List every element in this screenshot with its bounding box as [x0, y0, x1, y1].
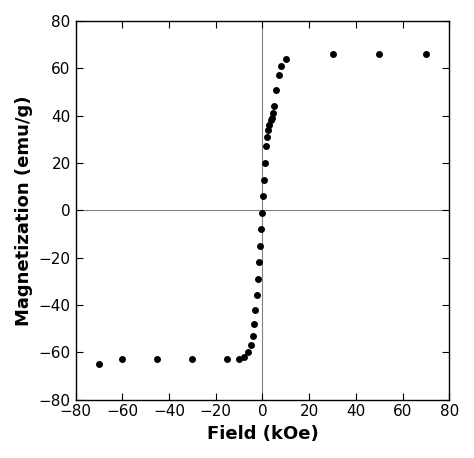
Point — [329, 50, 337, 58]
Point — [245, 349, 252, 356]
Point — [422, 50, 430, 58]
Y-axis label: Magnetization (emu/g): Magnetization (emu/g) — [15, 95, 33, 326]
Point — [253, 292, 260, 299]
Point — [270, 103, 278, 110]
Point — [375, 50, 383, 58]
Point — [261, 159, 269, 167]
Point — [255, 259, 263, 266]
X-axis label: Field (kOe): Field (kOe) — [207, 425, 319, 443]
Point — [262, 143, 270, 150]
Point — [252, 306, 259, 313]
Point — [250, 320, 258, 327]
Point — [254, 275, 262, 283]
Point — [257, 225, 265, 233]
Point — [95, 360, 103, 368]
Point — [264, 126, 272, 133]
Point — [240, 353, 247, 360]
Point — [269, 109, 277, 117]
Point — [259, 209, 266, 216]
Point — [273, 86, 280, 93]
Point — [275, 72, 283, 79]
Point — [267, 117, 274, 124]
Point — [256, 242, 264, 250]
Point — [277, 62, 285, 70]
Point — [189, 356, 196, 363]
Point — [249, 332, 257, 339]
Point — [154, 356, 161, 363]
Point — [260, 176, 268, 183]
Point — [118, 356, 126, 363]
Point — [247, 342, 255, 349]
Point — [264, 133, 271, 141]
Point — [265, 121, 273, 129]
Point — [224, 356, 231, 363]
Point — [235, 356, 243, 363]
Point — [268, 114, 275, 122]
Point — [282, 55, 290, 63]
Point — [259, 192, 267, 200]
